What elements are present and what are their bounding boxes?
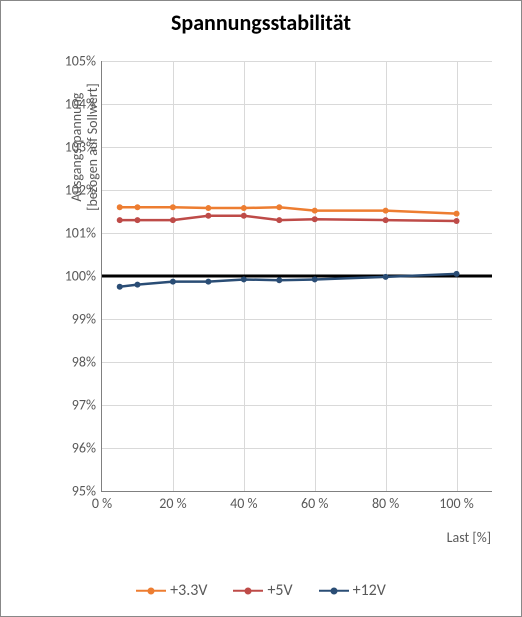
x-axis-label: Last [%]: [447, 529, 491, 546]
series-marker-+12V: [241, 276, 247, 282]
series-marker-+12V: [454, 271, 460, 277]
legend-label: +3.3V: [170, 581, 207, 600]
legend: +3.3V +5V +12V: [1, 581, 521, 600]
legend-swatch: [136, 584, 166, 598]
series-marker-+3.3V: [205, 205, 211, 211]
y-tick-label: 99%: [72, 311, 96, 328]
series-marker-+12V: [170, 279, 176, 285]
legend-label: +5V: [267, 581, 292, 600]
legend-swatch: [319, 584, 349, 598]
x-tick-label: 60 %: [301, 495, 328, 512]
series-marker-+3.3V: [312, 208, 318, 214]
series-marker-+12V: [312, 276, 318, 282]
x-tick-label: 20 %: [159, 495, 186, 512]
series-marker-+5V: [276, 217, 282, 223]
x-tick-label: 40 %: [230, 495, 257, 512]
series-marker-+5V: [134, 217, 140, 223]
legend-item-+12V: +12V: [319, 581, 386, 600]
series-marker-+5V: [383, 217, 389, 223]
y-tick-label: 97%: [72, 397, 96, 414]
series-marker-+3.3V: [276, 204, 282, 210]
legend-item-+5V: +5V: [233, 581, 292, 600]
chart-title: Spannungsstabilität: [1, 9, 521, 36]
series-marker-+3.3V: [134, 204, 140, 210]
series-marker-+12V: [276, 277, 282, 283]
series-marker-+3.3V: [170, 204, 176, 210]
series-marker-+12V: [117, 284, 123, 290]
series-marker-+5V: [312, 216, 318, 222]
series-marker-+3.3V: [117, 204, 123, 210]
y-tick-label: 104%: [65, 96, 96, 113]
x-tick-label: 80 %: [372, 495, 399, 512]
legend-label: +12V: [353, 581, 386, 600]
legend-item-+3.3V: +3.3V: [136, 581, 207, 600]
x-tick-label: 100 %: [439, 495, 473, 512]
series-marker-+5V: [241, 213, 247, 219]
series-marker-+3.3V: [241, 205, 247, 211]
y-tick-label: 98%: [72, 354, 96, 371]
series-marker-+12V: [383, 274, 389, 280]
y-tick-label: 102%: [65, 182, 96, 199]
y-tick-label: 96%: [72, 440, 96, 457]
x-tick-label: 0 %: [92, 495, 112, 512]
y-tick-label: 101%: [65, 225, 96, 242]
series-marker-+5V: [170, 217, 176, 223]
series-marker-+3.3V: [454, 211, 460, 217]
y-tick-label: 105%: [65, 53, 96, 70]
y-tick-label: 100%: [65, 268, 96, 285]
voltage-stability-chart: Spannungsstabilität Ausgangsspannung [be…: [0, 0, 522, 617]
legend-swatch: [233, 584, 263, 598]
series-marker-+5V: [117, 217, 123, 223]
series-layer: [102, 61, 492, 491]
series-marker-+12V: [205, 279, 211, 285]
series-marker-+3.3V: [383, 208, 389, 214]
y-tick-label: 103%: [65, 139, 96, 156]
series-marker-+5V: [454, 218, 460, 224]
series-marker-+5V: [205, 213, 211, 219]
plot-area: 95%96%97%98%99%100%101%102%103%104%105%0…: [101, 61, 492, 492]
series-marker-+12V: [134, 282, 140, 288]
